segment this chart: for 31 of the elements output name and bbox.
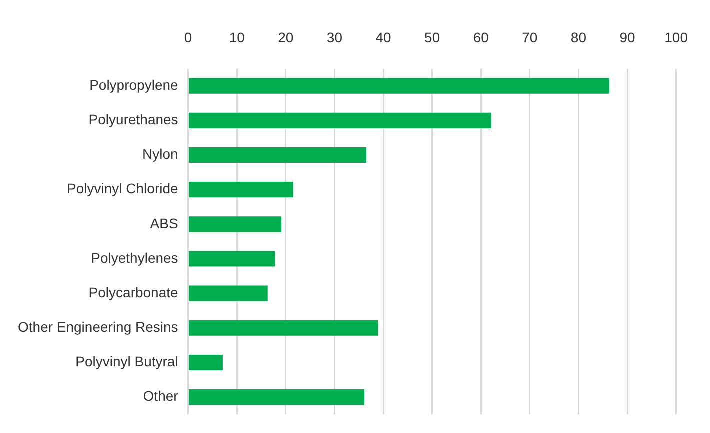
x-tick-label: 60 [473,29,490,46]
x-tick-label: 0 [184,29,192,46]
y-tick-label: Nylon [142,146,178,162]
x-tick-label: 20 [278,29,294,46]
y-tick-label: Polyurethanes [88,112,178,128]
y-tick-label: ABS [150,215,178,232]
bar [189,112,492,128]
x-tick-label: 90 [620,29,636,46]
y-tick-label: Polypropylene [90,76,179,93]
y-tick-label: Other [143,388,179,404]
x-tick-label: 50 [424,29,440,46]
x-tick-label: 30 [326,29,343,46]
bar [189,182,294,198]
x-tick-label: 100 [664,29,688,46]
bar [189,78,610,94]
y-tick-label: Polyethylenes [91,250,178,266]
bar [189,286,268,302]
y-tick-label: Polyvinyl Chloride [67,180,179,197]
x-tick-label: 80 [570,29,587,46]
bar [189,251,276,267]
bar [189,354,223,371]
bar [189,390,364,406]
y-tick-label: Polyvinyl Butyral [76,354,178,370]
y-tick-label: Polycarbonate [88,284,179,300]
x-tick-label: 40 [376,29,392,46]
bar [189,216,282,232]
bar [189,320,378,336]
bar [189,147,366,164]
x-tick-label: 70 [522,29,538,46]
x-tick-label: 10 [229,29,246,46]
y-tick-label: Other Engineering Resins [18,319,178,336]
